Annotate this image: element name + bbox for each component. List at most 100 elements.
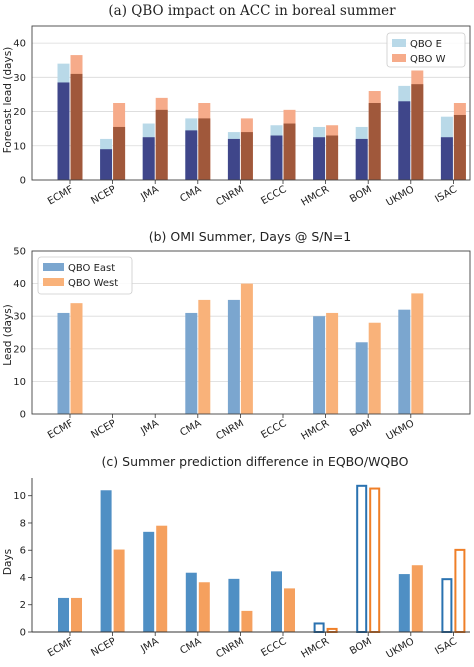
panel-a-legend-swatch-qbo-w	[392, 54, 406, 62]
panel-a-x-tick-label-hmcr: HMCR	[300, 184, 332, 209]
panel-c-bar-jma-series-2	[156, 525, 168, 632]
panel-c-y-tick-label: 4	[20, 573, 26, 584]
panel-a-legend-label-qbo-w: QBO W	[410, 54, 446, 65]
panel-a-y-tick-label: 40	[13, 39, 26, 50]
panel-b-bar-ecmf-qbo-east	[57, 312, 70, 414]
panel-a-y-axis-label: Forecast lead (days)	[2, 47, 14, 154]
panel-a-x-tick-label-ncep: NCEP	[89, 184, 118, 207]
panel-c-bar-ecmf-series-1	[58, 597, 69, 632]
panel-c-x-tick-label-isac: ISAC	[433, 636, 459, 657]
panel-b-bar-cnrm-qbo-east	[227, 299, 240, 414]
panel-b-y-tick-label: 0	[20, 410, 26, 421]
panel-a-bar-ecmf-qbo-w-inner	[70, 73, 83, 180]
panel-c-x-tick-label-ecmf: ECMF	[46, 636, 76, 659]
panel-a-bar-bom-qbo-w-inner	[368, 103, 381, 180]
panel-c-bar-cma-series-1	[185, 572, 197, 632]
panel-c-bar-cnrm-series-2	[241, 610, 253, 632]
panel-a-bar-ukmo-qbo-w-inner	[411, 84, 424, 180]
panel-c-y-tick-label: 10	[13, 491, 26, 502]
panel-a-x-tick-label-jma: JMA	[138, 184, 160, 203]
panel-a-bar-cma-qbo-w-inner	[198, 118, 211, 180]
panel-c-bar-isac-series-2-outline	[454, 548, 466, 633]
panel-a-bar-cnrm-qbo-e-inner	[227, 138, 240, 180]
panel-c-bar-bom-series-1-outline	[356, 484, 368, 633]
panel-a-title: (a) QBO impact on ACC in boreal summer	[108, 3, 396, 19]
panel-b-x-tick-label-cnrm: CNRM	[214, 418, 246, 443]
panel-b-title: (b) OMI Summer, Days @ S/N=1	[149, 229, 352, 244]
panel-b-y-tick-label: 30	[13, 312, 26, 323]
panel-c-bar-cma-series-2	[198, 582, 210, 632]
panel-c-y-tick-label: 8	[20, 518, 26, 529]
panel-a-bar-isac-qbo-w-inner	[453, 114, 466, 180]
panel-a-bar-cnrm-qbo-w-inner	[240, 132, 253, 180]
panel-c-x-tick-label-cnrm: CNRM	[214, 636, 246, 661]
panel-c-y-axis-label: Days	[2, 549, 14, 575]
panel-a-bar-ncep-qbo-e-inner	[100, 149, 113, 180]
panel-c-bar-eccc-series-1	[271, 571, 282, 632]
panel-c-bar-ukmo-series-1	[398, 574, 410, 632]
panel-c-x-tick-label-jma: JMA	[138, 636, 160, 655]
panel-c-bar-eccc-series-2	[284, 588, 295, 632]
panel-a-y-tick-label: 10	[13, 141, 26, 152]
panel-c-bar-ecmf-series-2	[71, 597, 82, 632]
panel-a-x-tick-label-ukmo: UKMO	[384, 184, 416, 209]
panel-c-y-tick-label: 0	[20, 628, 26, 639]
panel-c-bar-bom-series-2-outline	[369, 487, 381, 633]
panel-a-legend-label-qbo-e: QBO E	[410, 39, 442, 50]
panel-c-x-tick-label-ncep: NCEP	[89, 636, 118, 659]
panel-b-x-tick-label-cma: CMA	[178, 418, 203, 439]
panel-a-x-tick-label-cnrm: CNRM	[214, 184, 246, 209]
panel-c-x-tick-label-ukmo: UKMO	[384, 636, 416, 661]
panel-c-bar-isac-series-1-outline	[441, 578, 453, 634]
panel-a-bar-isac-qbo-e-inner	[440, 137, 453, 180]
panel-b-bar-ecmf-qbo-west	[70, 303, 83, 414]
panel-b-y-tick-label: 20	[13, 344, 26, 355]
panel-c-bar-jma-series-1	[143, 531, 155, 632]
panel-b-x-tick-label-eccc: ECCC	[259, 418, 288, 441]
panel-b-bar-hmcr-qbo-west	[326, 312, 339, 414]
panel-b-x-tick-label-ukmo: UKMO	[384, 418, 416, 443]
panel-a-bar-ukmo-qbo-e-inner	[398, 101, 411, 180]
panel-a-bar-ecmf-qbo-e-inner	[57, 82, 70, 180]
panel-c-y-tick-label: 6	[20, 546, 26, 557]
panel-b-frame	[31, 250, 471, 415]
panel-a-x-tick-label-isac: ISAC	[433, 184, 459, 205]
panel-c-title: (c) Summer prediction difference in EQBO…	[102, 454, 409, 469]
panel-b-legend: QBO East QBO West	[37, 256, 133, 295]
panel-c-bar-ukmo-series-2	[411, 565, 423, 632]
panel-a-bar-jma-qbo-e-inner	[142, 137, 155, 180]
panel-a-bar-bom-qbo-e-inner	[355, 138, 368, 180]
panel-a-bar-hmcr-qbo-w-inner	[326, 135, 339, 180]
panel-c-bar-ncep-series-1	[100, 490, 112, 632]
panel-b-x-tick-label-hmcr: HMCR	[300, 418, 332, 443]
panel-b-x-tick-label-ecmf: ECMF	[46, 418, 76, 441]
panel-b-legend-label-qbo-east: QBO East	[68, 263, 115, 274]
panel-a-x-tick-label-eccc: ECCC	[259, 184, 288, 207]
panel-c-bar-ncep-series-2	[113, 549, 125, 632]
panel-c-x-tick-label-hmcr: HMCR	[300, 636, 332, 661]
panel-a-chart: (a) QBO impact on ACC in boreal summer F…	[2, 3, 471, 209]
panel-b-bar-ukmo-qbo-west	[411, 293, 424, 414]
panel-b-bar-hmcr-qbo-east	[313, 316, 326, 414]
panel-b-x-tick-label-jma: JMA	[138, 418, 160, 437]
panel-b-chart: (b) OMI Summer, Days @ S/N=1 Lead (days)…	[2, 229, 471, 443]
panel-b-y-axis-label: Lead (days)	[2, 304, 14, 366]
panel-a-frame	[31, 25, 471, 181]
panel-b-x-tick-label-ncep: NCEP	[89, 418, 118, 441]
panel-a-legend-box	[386, 32, 466, 68]
panel-b-legend-swatch-qbo-west	[43, 278, 64, 286]
panel-b-y-tick-label: 50	[13, 247, 26, 258]
panel-a-x-tick-label-ecmf: ECMF	[46, 184, 76, 207]
panel-a-legend: QBO E QBO W	[386, 32, 466, 68]
panel-a-bar-jma-qbo-w-inner	[155, 109, 168, 180]
panel-a-legend-swatch-qbo-e	[392, 39, 406, 47]
panel-b-bar-bom-qbo-west	[368, 322, 381, 414]
panel-b-bar-ukmo-qbo-east	[398, 309, 411, 414]
panel-a-x-tick-label-cma: CMA	[178, 184, 203, 205]
panel-b-y-tick-label: 10	[13, 377, 26, 388]
panel-a-bar-ncep-qbo-w-inner	[113, 126, 126, 180]
panel-a-bar-eccc-qbo-e-inner	[270, 135, 283, 180]
panel-c-bar-hmcr-series-2-outline	[326, 627, 338, 633]
panel-a-y-tick-label: 20	[13, 107, 26, 118]
